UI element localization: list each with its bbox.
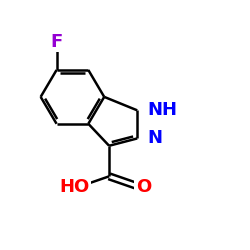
Text: F: F	[50, 33, 63, 51]
Text: NH: NH	[147, 101, 177, 119]
Text: O: O	[136, 178, 151, 196]
Text: N: N	[147, 130, 162, 148]
Text: HO: HO	[60, 178, 90, 196]
